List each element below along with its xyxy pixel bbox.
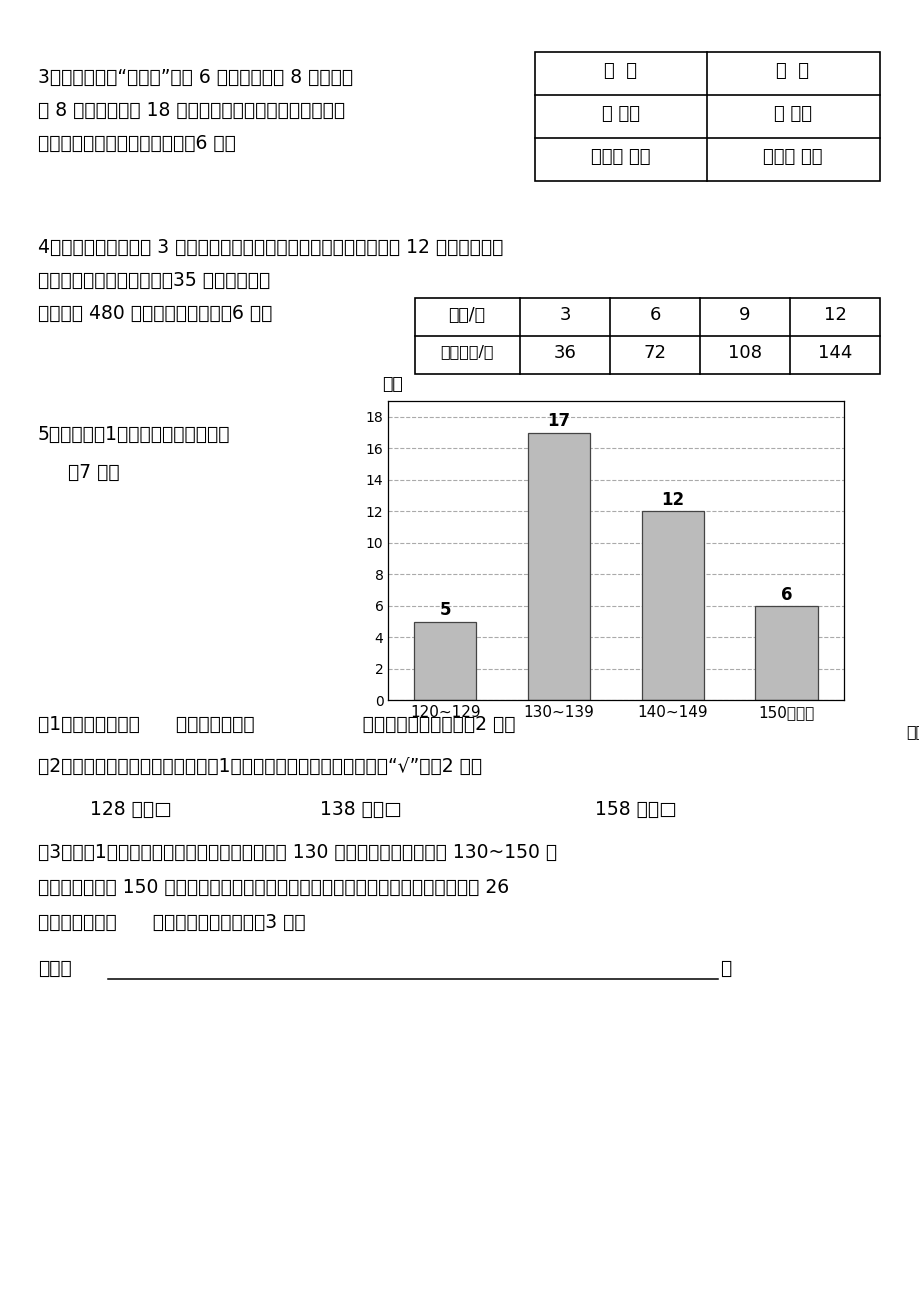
Text: 。: 。 xyxy=(720,960,731,978)
Text: 12: 12 xyxy=(661,491,684,509)
Text: 黄  瓜: 黄 瓜 xyxy=(604,62,637,79)
Text: 人数: 人数 xyxy=(382,375,403,393)
Text: 5: 5 xyxy=(439,602,450,620)
Text: 72: 72 xyxy=(642,344,665,362)
Text: 138 厘米□: 138 厘米□ xyxy=(320,799,402,819)
Text: 时间/分: 时间/分 xyxy=(448,306,485,324)
Text: 17: 17 xyxy=(547,413,570,430)
Text: （ ）行: （ ）行 xyxy=(773,105,811,122)
Text: （2）根据上面统计结果，估计四（1）班学生的平均身高，在口里画“√”。（2 分）: （2）根据上面统计结果，估计四（1）班学生的平均身高，在口里画“√”。（2 分） xyxy=(38,756,482,776)
Text: 4．一个自动生产线每 3 分钟自动记录一次生产产品的总数量，下面是 12 分钟生产产品: 4．一个自动生产线每 3 分钟自动记录一次生产产品的总数量，下面是 12 分钟生… xyxy=(38,238,503,256)
Text: 5．四年级（1）身高情况统计如下：: 5．四年级（1）身高情况统计如下： xyxy=(38,424,231,444)
Text: 番  茄: 番 茄 xyxy=(776,62,809,79)
Text: 6: 6 xyxy=(780,586,791,604)
Bar xyxy=(414,621,476,700)
Text: （1）这个班共有（      ）人，身高在（                  ）范围的人数最多。（2 分）: （1）这个班共有（ ）人，身高在（ ）范围的人数最多。（2 分） xyxy=(38,715,515,734)
Text: 3．实验小学在“种植园”种了 6 行黄瓜，每行 8 棵；还种: 3．实验小学在“种植园”种了 6 行黄瓜，每行 8 棵；还种 xyxy=(38,68,353,87)
Text: 36: 36 xyxy=(553,344,576,362)
Text: 了 8 行番茄，每行 18 棵。种的黄瓜的棵树比番茄少多少: 了 8 行番茄，每行 18 棵。种的黄瓜的棵树比番茄少多少 xyxy=(38,102,345,120)
Text: 米半票，身高在 150 厘米以上全票。把全班同学的身高按从高到矮排一排，小红在第 26: 米半票，身高在 150 厘米以上全票。把全班同学的身高按从高到矮排一排，小红在第… xyxy=(38,878,508,897)
Text: 身高/厘米: 身高/厘米 xyxy=(905,724,919,740)
Text: 每行（ ）棵: 每行（ ）棵 xyxy=(763,148,822,165)
Text: 棵？（先整理条件，再解答）（6 分）: 棵？（先整理条件，再解答）（6 分） xyxy=(38,134,235,154)
Bar xyxy=(535,52,879,181)
Text: 产品数量/个: 产品数量/个 xyxy=(440,344,494,359)
Text: 158 厘米□: 158 厘米□ xyxy=(595,799,676,819)
Text: （7 分）: （7 分） xyxy=(68,464,119,482)
Bar xyxy=(754,605,817,700)
Text: 6: 6 xyxy=(649,306,660,324)
Text: 9: 9 xyxy=(739,306,750,324)
Text: （ ）行: （ ）行 xyxy=(601,105,640,122)
Text: 情况的记录。照这样计算，35 分钟生产多少: 情况的记录。照这样计算，35 分钟生产多少 xyxy=(38,271,270,290)
Text: 144: 144 xyxy=(817,344,851,362)
Text: 每行（ ）棵: 每行（ ）棵 xyxy=(591,148,650,165)
Text: 108: 108 xyxy=(727,344,761,362)
Text: （3）四（1）班去游乐场玩，游乐场规定身高在 130 厘米以下免票，身高在 130~150 厘: （3）四（1）班去游乐场玩，游乐场规定身高在 130 厘米以下免票，身高在 13… xyxy=(38,842,557,862)
Text: 理由：: 理由： xyxy=(38,960,72,978)
Bar xyxy=(641,512,703,700)
Text: 12: 12 xyxy=(823,306,845,324)
Text: 3: 3 xyxy=(559,306,570,324)
Text: 名，她买的是（      ）票。请说明理由。（3 分）: 名，她买的是（ ）票。请说明理由。（3 分） xyxy=(38,913,305,932)
Bar xyxy=(528,432,590,700)
Bar xyxy=(414,298,879,374)
Text: 128 厘米□: 128 厘米□ xyxy=(90,799,172,819)
Text: 个？生产 480 个需要多少分钟？（6 分）: 个？生产 480 个需要多少分钟？（6 分） xyxy=(38,303,272,323)
